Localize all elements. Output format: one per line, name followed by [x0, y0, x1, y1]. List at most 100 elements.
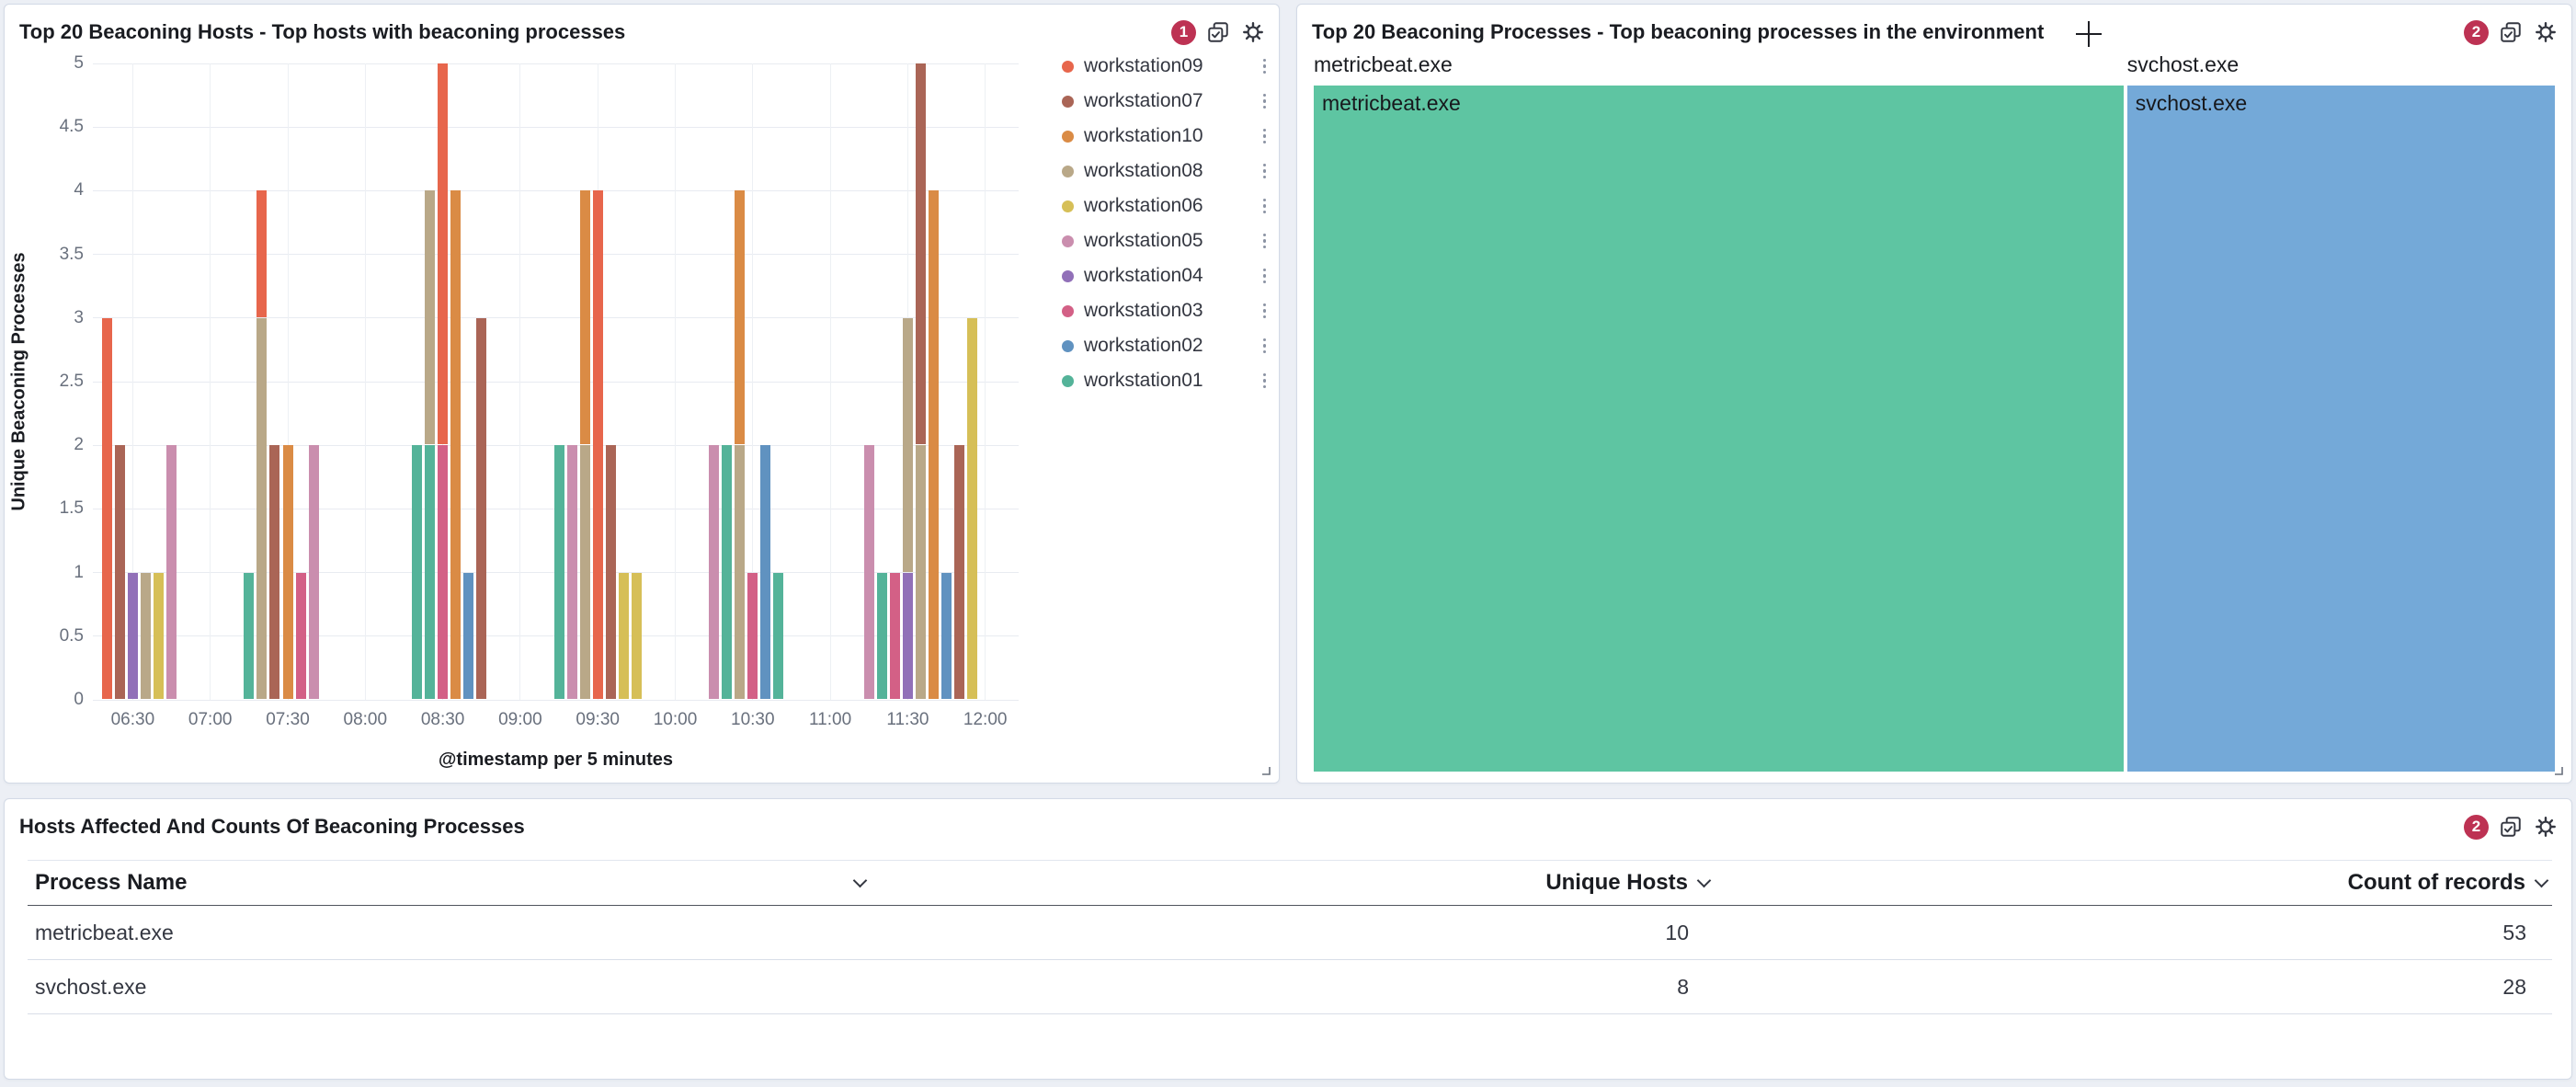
bar-segment[interactable] — [876, 572, 887, 700]
kebab-menu-icon[interactable] — [1261, 302, 1269, 321]
bar-segment[interactable] — [747, 572, 758, 700]
y-tick-label: 2 — [74, 435, 84, 455]
kebab-menu-icon[interactable] — [1261, 92, 1269, 111]
bar-segment[interactable] — [566, 445, 577, 700]
treemap-cell[interactable]: svchost.exe — [2126, 86, 2555, 772]
bar-segment[interactable] — [425, 445, 436, 700]
bar-segment[interactable] — [915, 63, 926, 445]
bar-segment[interactable] — [476, 317, 487, 700]
x-tick-label: 08:30 — [420, 710, 465, 729]
bar-segment[interactable] — [902, 317, 913, 572]
bar-segment[interactable] — [308, 445, 319, 700]
gear-icon[interactable] — [2533, 814, 2559, 840]
x-tick-label: 10:00 — [653, 710, 698, 729]
legend-color-dot — [1062, 60, 1074, 73]
bar-segment[interactable] — [889, 572, 900, 700]
bar-segment[interactable] — [863, 445, 874, 700]
bar-segment[interactable] — [438, 445, 449, 700]
kebab-menu-icon[interactable] — [1261, 57, 1269, 76]
bar-segment[interactable] — [592, 190, 603, 700]
legend-item[interactable]: workstation02 — [1062, 335, 1269, 356]
legend-item[interactable]: workstation03 — [1062, 300, 1269, 321]
legend-item[interactable]: workstation09 — [1062, 55, 1269, 76]
hosts-panel-actions: 1 — [1171, 19, 1266, 45]
column-header-count-of-records[interactable]: Count of records — [1715, 861, 2552, 905]
copy-icon[interactable] — [2498, 19, 2524, 45]
kebab-menu-icon[interactable] — [1261, 372, 1269, 391]
resize-handle-icon[interactable] — [2549, 761, 2568, 780]
treemap-cell-label: svchost.exe — [2135, 91, 2248, 115]
sort-chevron-icon[interactable] — [852, 873, 868, 887]
kebab-menu-icon[interactable] — [1261, 267, 1269, 286]
bar-segment[interactable] — [929, 190, 939, 700]
kebab-menu-icon[interactable] — [1261, 197, 1269, 216]
x-tick-label: 06:30 — [110, 710, 155, 729]
bar-segment[interactable] — [256, 317, 268, 700]
gear-icon[interactable] — [1240, 19, 1266, 45]
bar-segment[interactable] — [915, 445, 926, 700]
table-cell: svchost.exe — [35, 974, 147, 999]
bar-segment[interactable] — [114, 445, 125, 700]
legend-item[interactable]: workstation06 — [1062, 195, 1269, 216]
legend-item[interactable]: workstation08 — [1062, 160, 1269, 181]
legend-item[interactable]: workstation05 — [1062, 230, 1269, 251]
column-header-label: Unique Hosts — [1545, 870, 1688, 895]
legend-item[interactable]: workstation07 — [1062, 90, 1269, 111]
bar-segment[interactable] — [631, 572, 642, 700]
sort-chevron-icon[interactable] — [2534, 873, 2549, 887]
column-header-unique-hosts[interactable]: Unique Hosts — [887, 861, 1715, 905]
bar-segment[interactable] — [553, 445, 564, 700]
bar-segment[interactable] — [244, 572, 255, 700]
kebab-menu-icon[interactable] — [1261, 232, 1269, 251]
bar-segment[interactable] — [269, 445, 280, 700]
bar-segment[interactable] — [735, 190, 746, 445]
bar-segment[interactable] — [450, 190, 462, 700]
copy-icon[interactable] — [1205, 19, 1231, 45]
legend-item[interactable]: workstation01 — [1062, 370, 1269, 391]
bar-segment[interactable] — [579, 445, 590, 700]
column-header-process-name[interactable]: Process Name — [28, 861, 887, 905]
bar-segment[interactable] — [282, 445, 293, 700]
copy-icon[interactable] — [2498, 814, 2524, 840]
bar-segment[interactable] — [605, 445, 616, 700]
legend-color-dot — [1062, 95, 1074, 108]
legend-color-dot — [1062, 339, 1074, 352]
bar-segment[interactable] — [579, 190, 590, 445]
bar-segment[interactable] — [256, 190, 268, 317]
gridline — [93, 254, 1019, 256]
sort-chevron-icon[interactable] — [1696, 873, 1712, 887]
bar-segment[interactable] — [941, 572, 952, 700]
bar-segment[interactable] — [127, 572, 138, 700]
kebab-menu-icon[interactable] — [1261, 337, 1269, 356]
bar-segment[interactable] — [438, 63, 449, 445]
process-counts-table: Process Name Unique Hosts Count of records… — [28, 860, 2552, 1014]
bar-segment[interactable] — [412, 445, 422, 700]
resize-handle-icon[interactable] — [1257, 761, 1275, 780]
bar-segment[interactable] — [618, 572, 629, 700]
kebab-menu-icon[interactable] — [1261, 162, 1269, 181]
bar-segment[interactable] — [425, 190, 436, 445]
table-panel-badge[interactable]: 2 — [2464, 814, 2489, 840]
bar-segment[interactable] — [295, 572, 306, 700]
bar-segment[interactable] — [166, 445, 177, 700]
bar-segment[interactable] — [722, 445, 733, 700]
kebab-menu-icon[interactable] — [1261, 127, 1269, 146]
bar-segment[interactable] — [773, 572, 784, 700]
legend-item[interactable]: workstation04 — [1062, 265, 1269, 286]
bar-segment[interactable] — [954, 445, 965, 700]
bar-segment[interactable] — [101, 317, 112, 700]
bar-segment[interactable] — [760, 445, 771, 700]
legend-item[interactable]: workstation10 — [1062, 125, 1269, 146]
legend-label: workstation04 — [1084, 265, 1203, 286]
processes-panel-badge[interactable]: 2 — [2464, 19, 2489, 45]
gear-icon[interactable] — [2533, 19, 2559, 45]
bar-segment[interactable] — [463, 572, 474, 700]
bar-segment[interactable] — [735, 445, 746, 700]
bar-segment[interactable] — [709, 445, 720, 700]
bar-segment[interactable] — [154, 572, 164, 700]
bar-segment[interactable] — [902, 572, 913, 700]
treemap-cell[interactable]: metricbeat.exe — [1314, 86, 2124, 772]
bar-segment[interactable] — [140, 572, 151, 700]
bar-segment[interactable] — [967, 317, 978, 700]
hosts-panel-badge[interactable]: 1 — [1171, 19, 1196, 45]
